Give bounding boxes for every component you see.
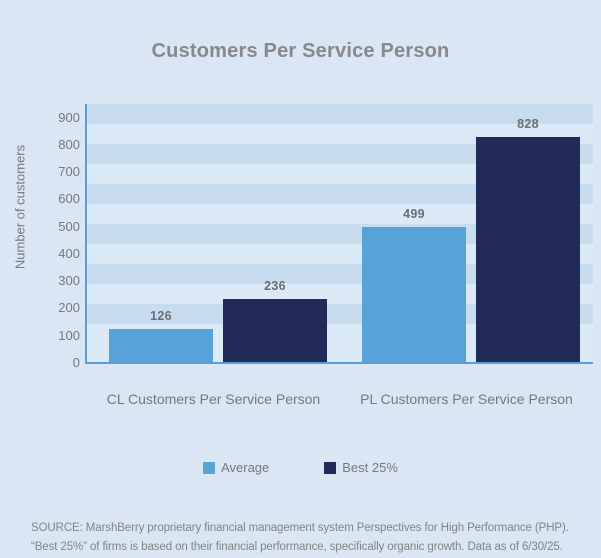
legend: Average Best 25%: [0, 460, 601, 475]
bar-value-label: 499: [403, 206, 425, 221]
y-tick-label: 600: [58, 191, 80, 207]
bar-value-label: 236: [264, 278, 286, 293]
y-tick-label: 0: [72, 355, 80, 370]
source-line-1: SOURCE: MarshBerry proprietary financial…: [31, 522, 569, 534]
y-tick-label: 800: [58, 136, 80, 152]
legend-label-average: Average: [221, 460, 270, 475]
y-tick-label: 200: [58, 300, 80, 316]
bar-value-label: 126: [150, 308, 172, 323]
y-tick-label: 900: [58, 109, 80, 125]
x-category-label: CL Customers Per Service Person: [106, 391, 321, 407]
bar-average-cl: [109, 328, 213, 363]
source-line-2: “Best 25%” of firms is based on their fi…: [31, 541, 563, 553]
source-note: SOURCE: MarshBerry proprietary financial…: [31, 519, 581, 557]
y-tick-label: 700: [58, 164, 80, 180]
bar-best25-pl: [476, 137, 580, 363]
y-axis-line: [85, 104, 87, 364]
legend-swatch-average-icon: [203, 461, 216, 474]
legend-item-best25: Best 25%: [324, 460, 398, 475]
y-tick-label: 500: [58, 218, 80, 234]
legend-item-average: Average: [203, 460, 269, 475]
chart-title: Customers Per Service Person: [151, 40, 450, 62]
x-axis-line: [85, 362, 593, 364]
legend-swatch-best25-icon: [324, 461, 337, 474]
bar-average-pl: [362, 226, 466, 363]
legend-label-best25: Best 25%: [342, 460, 398, 475]
y-tick-label: 300: [58, 273, 80, 289]
y-tick-label: 100: [58, 327, 80, 343]
bar-best25-cl: [223, 298, 327, 363]
plot-area: 126 236 499 828: [87, 104, 593, 363]
bar-value-label: 828: [517, 117, 539, 132]
y-axis-title: Number of customers: [12, 144, 28, 270]
y-tick-label: 400: [58, 245, 80, 261]
x-category-label: PL Customers Per Service Person: [360, 391, 573, 407]
